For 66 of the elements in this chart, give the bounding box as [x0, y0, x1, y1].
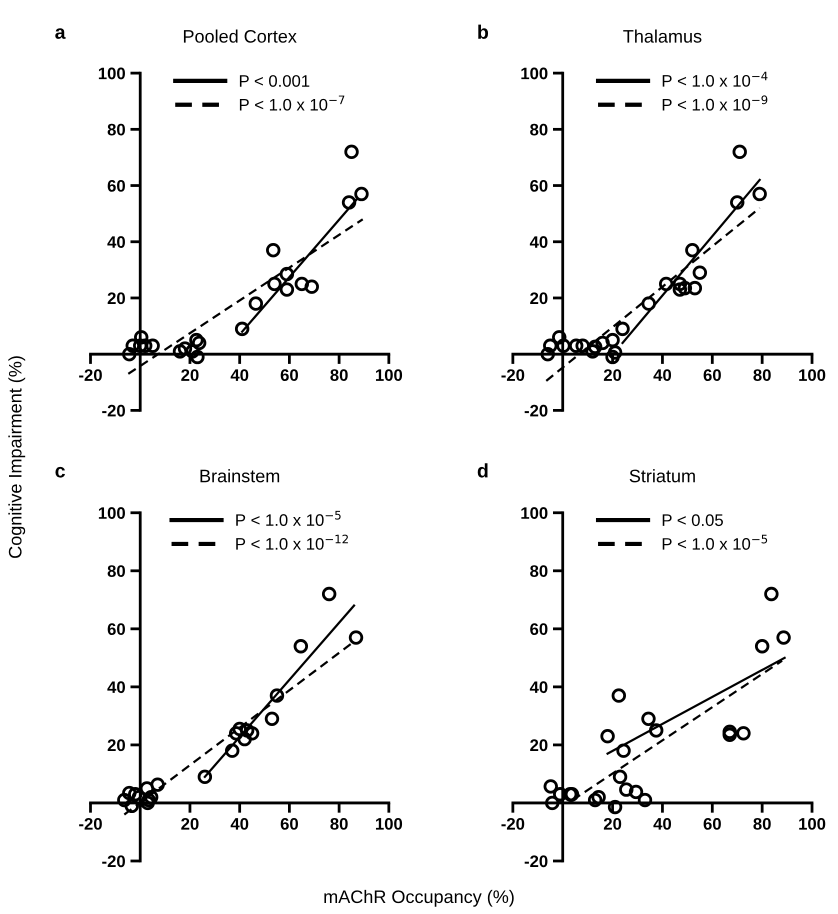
y-tick-label: 60 — [108, 180, 125, 192]
x-tick-label: 40 — [653, 818, 672, 830]
text: c — [55, 466, 65, 478]
legend-label: P < 0.05 — [662, 514, 723, 526]
x-tick-label: 40 — [230, 818, 248, 830]
legend-label: P < 0.001 — [240, 75, 310, 87]
chart-title: Thalamus — [623, 29, 702, 43]
x-tick-label: 60 — [280, 818, 298, 830]
y-tick-label: 40 — [107, 681, 125, 694]
chart-title: Pooled Cortex — [184, 29, 297, 43]
y-tick-label: 80 — [530, 565, 548, 577]
y-tick-label: 40 — [107, 236, 125, 248]
text: b — [478, 24, 488, 39]
y-tick-label: 80 — [108, 124, 125, 136]
x-tick-label: 20 — [604, 818, 622, 830]
x-tick-label: 40 — [230, 369, 248, 381]
legend-label: P < 1.0 x 10$^{−4}$ — [662, 72, 768, 87]
legend-label: P < 1.0 x 10$^{−9}$ — [662, 95, 768, 111]
y-tick-label: 20 — [108, 739, 125, 752]
text: d — [478, 463, 488, 478]
x-tick-label: 80 — [330, 818, 348, 830]
x-tick-label: -20 — [501, 369, 524, 381]
x-tick-label: -20 — [79, 369, 102, 381]
x-tick-label: 60 — [704, 369, 721, 381]
legend-label: P < 1.0 x 10$^{−12}$ — [236, 534, 348, 550]
text: a — [55, 28, 66, 39]
x-tick-label: 100 — [799, 818, 826, 830]
legend-label: P < 1.0 x 10$^{−7}$ — [240, 96, 344, 111]
y-tick-label: 60 — [108, 623, 125, 636]
x-tick-label: 40 — [653, 369, 672, 381]
y-tick-label: -20 — [102, 404, 125, 417]
x-tick-label: 60 — [704, 818, 721, 830]
x-tick-label: 20 — [181, 369, 199, 381]
y-tick-label: 40 — [530, 681, 548, 694]
x-tick-label: -20 — [79, 818, 102, 830]
y-tick-label: -20 — [524, 855, 548, 868]
y-tick-label: 40 — [530, 236, 548, 248]
x-tick-label: 100 — [799, 369, 826, 381]
chart-title: Brainstem — [200, 469, 280, 482]
y-tick-label: 100 — [521, 507, 548, 519]
y-tick-label: 100 — [521, 68, 548, 80]
x-tick-label: 80 — [330, 369, 348, 381]
x-tick-label: -20 — [501, 818, 524, 830]
y-tick-label: 80 — [108, 565, 125, 577]
y-axis-title: Cognitive Impairment (%) — [8, 356, 26, 558]
x-tick-label: 20 — [604, 369, 622, 381]
legend-label: P < 1.0 x 10$^{−5}$ — [662, 534, 768, 550]
x-tick-label: 100 — [376, 818, 402, 830]
y-tick-label: 80 — [530, 124, 548, 136]
chart-title: Striatum — [630, 469, 695, 482]
legend-label: P < 1.0 x 10$^{−5}$ — [236, 510, 341, 526]
y-tick-label: 60 — [530, 180, 548, 192]
y-tick-label: 60 — [530, 623, 548, 636]
y-tick-label: 20 — [530, 739, 548, 752]
x-tick-label: 80 — [753, 818, 771, 830]
x-tick-label: 80 — [753, 369, 771, 381]
x-tick-label: 60 — [280, 369, 298, 381]
x-axis-title: mAChR Occupancy (%) — [324, 890, 514, 907]
y-tick-label: 100 — [98, 507, 125, 519]
y-tick-label: 100 — [98, 68, 125, 80]
y-tick-label: 20 — [530, 292, 548, 304]
y-tick-label: 20 — [108, 292, 125, 304]
y-tick-label: -20 — [102, 855, 125, 868]
x-tick-label: 100 — [376, 369, 402, 381]
y-tick-label: -20 — [524, 404, 548, 417]
x-tick-label: 20 — [181, 818, 199, 830]
